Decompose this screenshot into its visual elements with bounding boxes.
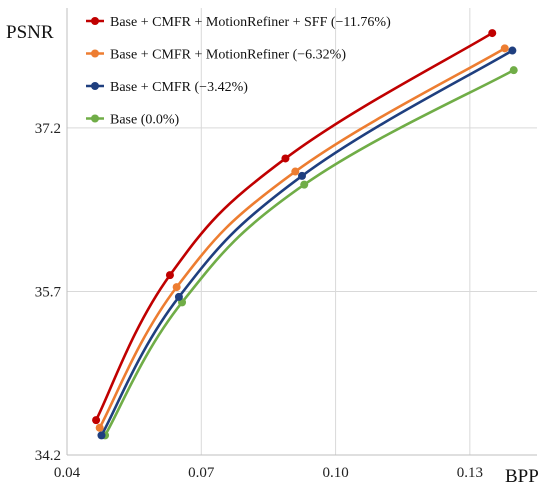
legend-item: Base + CMFR + MotionRefiner (−6.32%) bbox=[86, 48, 346, 63]
legend-item: Base (0.0%) bbox=[86, 113, 180, 128]
grid-lines bbox=[67, 8, 537, 455]
x-axis-title: BPP bbox=[505, 466, 539, 487]
legend-swatch-marker bbox=[91, 114, 99, 123]
legend-item: Base + CMFR (−3.42%) bbox=[86, 80, 248, 95]
tick-labels: 0.04 0.07 0.10 0.13 34.2 35.7 37.2 bbox=[35, 121, 483, 481]
x-tick-label: 0.13 bbox=[457, 465, 483, 481]
data-point bbox=[165, 271, 174, 280]
y-axis-title: PSNR bbox=[6, 22, 54, 43]
legend-swatch-marker bbox=[91, 82, 99, 90]
legend-swatch-marker bbox=[91, 17, 99, 25]
series-line bbox=[103, 68, 516, 437]
series-3 bbox=[97, 46, 517, 440]
axes bbox=[66, 8, 537, 456]
y-tick-label: 35.7 bbox=[35, 284, 62, 300]
data-point bbox=[500, 44, 509, 53]
legend-label: Base + CMFR (−3.42%) bbox=[110, 80, 248, 95]
series-line bbox=[98, 47, 507, 430]
series-line bbox=[100, 49, 514, 437]
legend-label: Base + CMFR + MotionRefiner + SFF (−11.7… bbox=[110, 15, 391, 30]
data-point bbox=[174, 292, 183, 301]
legend-label: Base + CMFR + MotionRefiner (−6.32%) bbox=[110, 48, 346, 63]
data-point bbox=[92, 416, 101, 425]
legend-label: Base (0.0%) bbox=[110, 113, 180, 128]
data-point bbox=[172, 283, 181, 292]
data-point bbox=[298, 171, 306, 180]
data-point bbox=[509, 66, 518, 75]
data-point bbox=[291, 167, 300, 176]
series-1 bbox=[92, 29, 497, 425]
series-group bbox=[92, 29, 518, 440]
data-point bbox=[300, 180, 309, 189]
x-tick-label: 0.10 bbox=[322, 465, 348, 481]
series-line bbox=[94, 31, 494, 422]
y-tick-label: 37.2 bbox=[35, 121, 61, 137]
legend-swatch-marker bbox=[91, 49, 99, 58]
y-tick-label: 34.2 bbox=[35, 448, 61, 464]
data-point bbox=[281, 154, 290, 163]
data-point bbox=[95, 423, 104, 432]
x-tick-label: 0.07 bbox=[188, 465, 215, 481]
series-2 bbox=[95, 44, 509, 432]
legend: Base + CMFR + MotionRefiner + SFF (−11.7… bbox=[86, 15, 391, 128]
data-point bbox=[488, 29, 497, 38]
x-tick-label: 0.04 bbox=[54, 465, 81, 481]
data-point bbox=[97, 431, 106, 440]
data-point bbox=[508, 46, 517, 55]
legend-item: Base + CMFR + MotionRefiner + SFF (−11.7… bbox=[86, 15, 391, 30]
